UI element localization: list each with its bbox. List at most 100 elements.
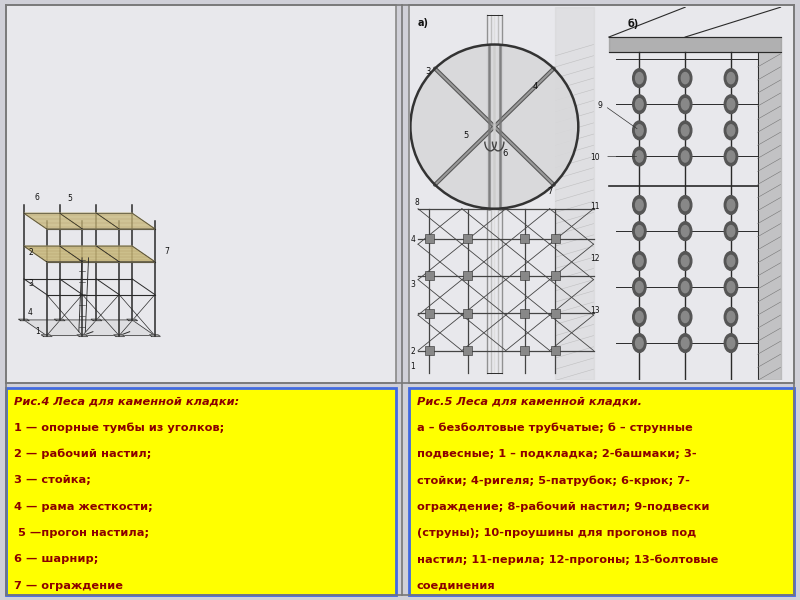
Bar [425,346,434,355]
Ellipse shape [678,251,692,271]
Text: 7: 7 [548,187,553,196]
Ellipse shape [727,98,734,110]
Text: Рис.5 Леса для каменной кладки.: Рис.5 Леса для каменной кладки. [417,396,642,406]
Text: 4: 4 [533,82,538,91]
Ellipse shape [678,308,692,326]
Ellipse shape [724,121,738,140]
Ellipse shape [682,226,689,237]
Polygon shape [24,246,82,262]
Text: 3: 3 [28,280,33,289]
Polygon shape [91,319,102,321]
Polygon shape [24,213,82,229]
Ellipse shape [635,73,643,84]
Polygon shape [126,319,138,321]
Ellipse shape [635,256,643,266]
Ellipse shape [635,151,643,162]
Polygon shape [60,213,119,229]
Ellipse shape [678,95,692,113]
Ellipse shape [633,196,646,214]
Ellipse shape [635,98,643,110]
Polygon shape [114,335,125,337]
Text: настил; 11-перила; 12-прогоны; 13-болтовые: настил; 11-перила; 12-прогоны; 13-болтов… [417,554,718,565]
Ellipse shape [635,226,643,237]
Ellipse shape [633,147,646,166]
Bar [551,234,560,243]
Ellipse shape [682,98,689,110]
Ellipse shape [635,125,643,136]
Bar [425,271,434,280]
Bar [463,234,472,243]
Ellipse shape [727,73,734,84]
Text: 5: 5 [464,131,469,140]
Ellipse shape [727,199,734,211]
Bar [409,5,794,383]
Bar [6,388,396,595]
Text: 7 — ограждение: 7 — ограждение [14,581,123,591]
Polygon shape [758,52,781,380]
Text: подвесные; 1 – подкладка; 2-башмаки; 3-: подвесные; 1 – подкладка; 2-башмаки; 3- [417,449,697,460]
Text: ограждение; 8-рабочий настил; 9-подвески: ограждение; 8-рабочий настил; 9-подвески [417,502,710,512]
Ellipse shape [633,251,646,271]
Polygon shape [97,213,155,229]
Ellipse shape [678,334,692,352]
Ellipse shape [724,196,738,214]
Ellipse shape [724,251,738,271]
Ellipse shape [678,196,692,214]
Ellipse shape [682,337,689,349]
Ellipse shape [724,334,738,352]
Ellipse shape [724,69,738,88]
Text: 6 — шарнир;: 6 — шарнир; [14,554,98,565]
Text: 3: 3 [410,280,415,289]
Ellipse shape [682,125,689,136]
Ellipse shape [633,95,646,113]
Circle shape [410,44,578,209]
Bar [520,271,530,280]
Polygon shape [77,335,88,337]
Polygon shape [41,335,52,337]
Text: 6: 6 [502,149,507,158]
Polygon shape [555,7,594,380]
Ellipse shape [678,222,692,241]
Ellipse shape [678,121,692,140]
Text: 2: 2 [28,248,33,257]
Bar [409,388,794,595]
Ellipse shape [682,199,689,211]
Ellipse shape [682,73,689,84]
Polygon shape [24,320,155,335]
Text: (струны); 10-проушины для прогонов под: (струны); 10-проушины для прогонов под [417,528,696,538]
Text: 3: 3 [426,67,431,76]
Text: стойки; 4-ригеля; 5-патрубок; 6-крюк; 7-: стойки; 4-ригеля; 5-патрубок; 6-крюк; 7- [417,475,690,486]
Text: 3 — стойка;: 3 — стойка; [14,475,91,485]
Bar [425,234,434,243]
Ellipse shape [635,337,643,349]
Polygon shape [150,335,160,337]
Ellipse shape [724,95,738,113]
Text: 1: 1 [36,327,41,336]
Ellipse shape [678,278,692,296]
Text: 11: 11 [590,202,599,211]
Ellipse shape [727,311,734,323]
Ellipse shape [633,278,646,296]
Text: 4: 4 [28,308,33,317]
Ellipse shape [727,337,734,349]
Text: 5: 5 [67,194,72,203]
Ellipse shape [727,226,734,237]
Text: 4 — рама жесткости;: 4 — рама жесткости; [14,502,153,512]
Text: 9: 9 [598,101,602,110]
Ellipse shape [635,311,643,323]
Ellipse shape [682,256,689,266]
Polygon shape [97,246,155,262]
Text: б): б) [628,19,639,29]
Text: 7: 7 [164,247,169,256]
Ellipse shape [727,125,734,136]
Ellipse shape [727,256,734,266]
Text: 13: 13 [590,306,599,315]
Text: 5 —прогон настила;: 5 —прогон настила; [14,528,150,538]
Text: 8: 8 [414,198,419,207]
Ellipse shape [633,69,646,88]
Ellipse shape [633,308,646,326]
Bar [463,309,472,318]
Bar [520,346,530,355]
Ellipse shape [724,308,738,326]
Text: 10: 10 [590,153,599,162]
